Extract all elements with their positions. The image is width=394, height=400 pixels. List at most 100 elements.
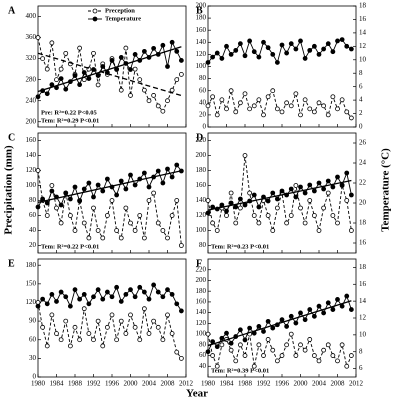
data-point [298, 205, 303, 211]
x-tick-label: 2012 [349, 380, 364, 388]
x-tick-label: 2000 [294, 380, 309, 388]
data-point [233, 220, 239, 226]
annotation: Tem: R²=0.39 P<0.01 [211, 367, 269, 374]
data-point [114, 192, 120, 198]
data-point [224, 330, 229, 336]
panel-label: F [196, 258, 202, 269]
data-point [344, 198, 350, 203]
data-point [86, 301, 92, 307]
data-point [279, 317, 285, 323]
data-point [205, 349, 211, 355]
data-point [348, 228, 354, 233]
data-point [348, 115, 354, 121]
data-point [174, 198, 180, 203]
data-point [224, 208, 229, 214]
data-point [35, 168, 41, 173]
y-tick-label: 90 [29, 317, 37, 325]
data-point [237, 342, 243, 348]
data-point [210, 353, 216, 358]
data-point [293, 91, 299, 97]
y-tick-label: 120 [26, 298, 37, 306]
x-tick-label: 1984 [50, 380, 65, 388]
x-tick-label: 1980 [201, 380, 216, 388]
data-point [95, 182, 101, 188]
data-point [40, 296, 46, 302]
y2-tick-label: 4 [359, 96, 363, 104]
x-tick-label: 2004 [312, 380, 327, 388]
data-point [174, 162, 180, 168]
data-point [54, 205, 59, 211]
data-point [151, 190, 157, 196]
data-point [316, 228, 322, 233]
y-tick-label: 180 [26, 261, 37, 269]
data-point [321, 46, 327, 52]
data-point [137, 213, 143, 218]
data-point [270, 190, 276, 196]
data-point [205, 331, 211, 337]
y-tick-label: 100 [196, 226, 207, 234]
data-point [325, 178, 331, 184]
data-point [63, 190, 69, 196]
data-point [339, 37, 345, 43]
legend-marker [92, 8, 98, 14]
y-tick-label: 30 [29, 354, 37, 362]
data-point [160, 228, 166, 233]
data-point [123, 45, 129, 51]
data-point [284, 220, 290, 226]
data-point [91, 294, 96, 300]
y-tick-label: 100 [196, 330, 207, 338]
data-point [298, 342, 303, 348]
data-point [316, 180, 322, 186]
data-point [118, 55, 124, 60]
y2-tick-label: 2 [359, 109, 363, 117]
data-point [288, 103, 294, 109]
y-tick-label: 60 [29, 211, 37, 219]
y-tick-label: 0 [203, 123, 207, 131]
data-point [233, 109, 239, 115]
data-point [288, 313, 294, 319]
data-point [293, 183, 299, 188]
data-point [81, 186, 87, 192]
trend-line [207, 300, 352, 347]
data-point [316, 303, 322, 309]
data-point [228, 340, 234, 346]
y2-tick-label: 12 [359, 314, 367, 322]
data-point [256, 97, 262, 103]
data-point [302, 97, 308, 103]
data-point [81, 220, 87, 226]
y-tick-label: 40 [29, 226, 37, 234]
data-point [279, 188, 285, 194]
data-point [49, 291, 55, 297]
data-point [344, 109, 350, 115]
data-point [228, 347, 234, 353]
data-point [58, 289, 64, 295]
data-point [109, 294, 115, 300]
data-point [146, 198, 152, 203]
data-point [72, 184, 78, 190]
data-point [49, 312, 55, 318]
data-point [279, 42, 285, 48]
data-point [54, 331, 59, 336]
data-point [86, 76, 92, 81]
data-point [339, 97, 345, 103]
data-point [151, 93, 157, 98]
data-point [228, 88, 234, 94]
data-point [265, 213, 271, 218]
panel-label: A [8, 5, 16, 16]
data-point [165, 98, 170, 104]
data-point [104, 289, 110, 295]
data-point [205, 210, 211, 216]
data-point [58, 202, 64, 208]
trend-line [207, 179, 352, 211]
data-point [256, 204, 262, 210]
data-point [174, 77, 180, 83]
y-tick-label: 240 [26, 96, 37, 104]
x-tick-label: 1988 [238, 380, 253, 388]
data-point [325, 41, 331, 47]
data-point [224, 43, 229, 49]
data-point [256, 54, 262, 60]
data-point [174, 48, 180, 54]
data-point [288, 213, 294, 218]
data-point [118, 299, 124, 304]
y-tick-label: 150 [26, 279, 37, 287]
